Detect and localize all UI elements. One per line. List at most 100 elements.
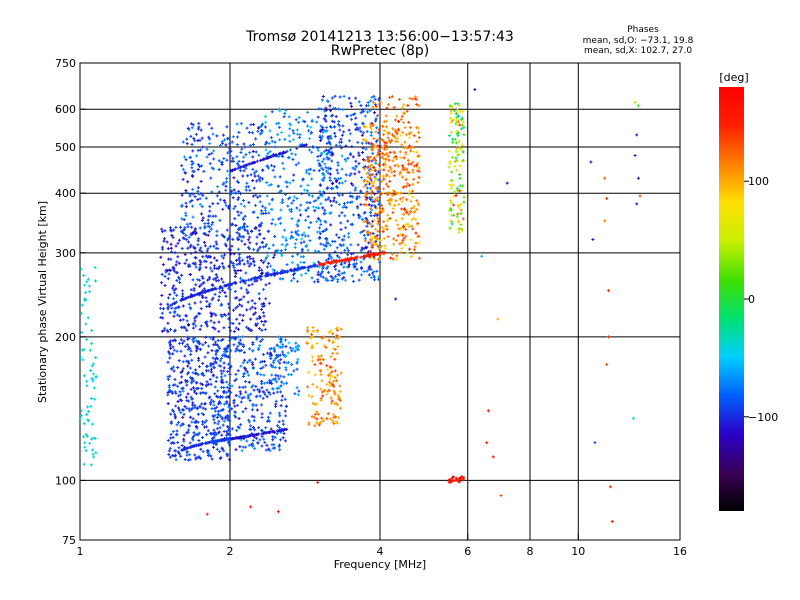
data-point xyxy=(271,268,275,272)
data-point xyxy=(267,202,271,206)
data-point xyxy=(168,339,172,343)
data-point xyxy=(291,254,295,258)
data-point xyxy=(187,336,191,340)
data-point xyxy=(166,247,170,251)
data-point xyxy=(202,232,206,236)
data-point xyxy=(209,382,213,386)
data-point xyxy=(319,219,323,223)
data-point xyxy=(217,413,221,417)
data-point xyxy=(241,318,245,322)
data-point xyxy=(197,237,201,241)
data-point xyxy=(187,424,191,428)
data-point xyxy=(254,193,258,197)
data-point xyxy=(198,263,202,267)
data-point xyxy=(222,429,226,433)
data-point xyxy=(183,253,187,257)
data-point xyxy=(178,381,182,385)
data-point xyxy=(191,326,195,330)
data-point xyxy=(192,340,196,344)
data-point xyxy=(266,351,270,355)
data-point xyxy=(212,445,216,449)
data-point xyxy=(291,236,295,240)
data-point xyxy=(213,385,217,389)
data-point xyxy=(287,134,291,138)
x-tick-label: 1 xyxy=(77,545,84,558)
data-point xyxy=(242,351,246,354)
data-point xyxy=(200,218,204,222)
data-point xyxy=(270,163,274,167)
data-point xyxy=(228,154,232,158)
data-point xyxy=(172,409,176,413)
data-point xyxy=(227,409,231,413)
data-point xyxy=(275,432,279,436)
data-point xyxy=(336,191,340,195)
data-point xyxy=(218,426,222,430)
data-point xyxy=(362,233,366,237)
data-point xyxy=(251,155,255,159)
data-point xyxy=(319,274,323,278)
data-point xyxy=(171,454,175,458)
data-point xyxy=(181,415,185,419)
data-point xyxy=(318,226,322,230)
data-point xyxy=(254,403,258,407)
data-point xyxy=(339,146,343,150)
data-point xyxy=(175,423,179,427)
data-point xyxy=(227,312,231,316)
data-point xyxy=(199,382,203,386)
data-point xyxy=(196,340,200,344)
data-point xyxy=(191,192,195,196)
data-point xyxy=(251,438,255,442)
data-point xyxy=(343,157,347,161)
data-point xyxy=(207,153,211,157)
data-point xyxy=(218,456,222,460)
data-point xyxy=(271,435,275,439)
data-point xyxy=(167,449,171,453)
data-point xyxy=(227,317,231,321)
data-point xyxy=(277,443,281,447)
data-point xyxy=(185,258,189,262)
data-point xyxy=(306,206,310,210)
data-point xyxy=(222,266,226,270)
data-point xyxy=(261,365,265,369)
data-point xyxy=(190,420,194,424)
data-point xyxy=(202,287,206,291)
data-point xyxy=(175,349,179,353)
data-point xyxy=(248,307,252,311)
data-point xyxy=(177,420,181,424)
data-point xyxy=(204,419,208,423)
data-point xyxy=(315,220,319,224)
data-point xyxy=(79,409,83,413)
data-point xyxy=(271,387,275,391)
data-point xyxy=(295,128,299,132)
data-point xyxy=(86,405,90,409)
data-point xyxy=(220,433,224,437)
data-point xyxy=(245,308,249,312)
data-point xyxy=(249,262,253,266)
data-point xyxy=(243,358,247,362)
data-point xyxy=(253,174,257,178)
data-point xyxy=(182,412,186,416)
data-point xyxy=(234,394,238,398)
data-point xyxy=(168,374,172,378)
data-point xyxy=(189,407,193,411)
data-point xyxy=(284,108,288,112)
data-point xyxy=(168,446,172,450)
data-point xyxy=(175,429,179,433)
data-point xyxy=(205,449,209,453)
data-point xyxy=(281,436,285,440)
data-point xyxy=(238,445,242,449)
data-point xyxy=(277,125,281,129)
data-point xyxy=(201,193,205,197)
data-point xyxy=(242,235,246,239)
data-point xyxy=(248,188,252,192)
data-point xyxy=(169,421,173,425)
data-point xyxy=(186,264,190,268)
data-point xyxy=(269,264,273,268)
data-point xyxy=(303,234,307,238)
data-point xyxy=(210,407,214,411)
data-point xyxy=(160,311,164,315)
data-point xyxy=(91,452,95,456)
data-point xyxy=(228,372,232,376)
data-point xyxy=(224,391,228,395)
data-point xyxy=(252,419,256,423)
